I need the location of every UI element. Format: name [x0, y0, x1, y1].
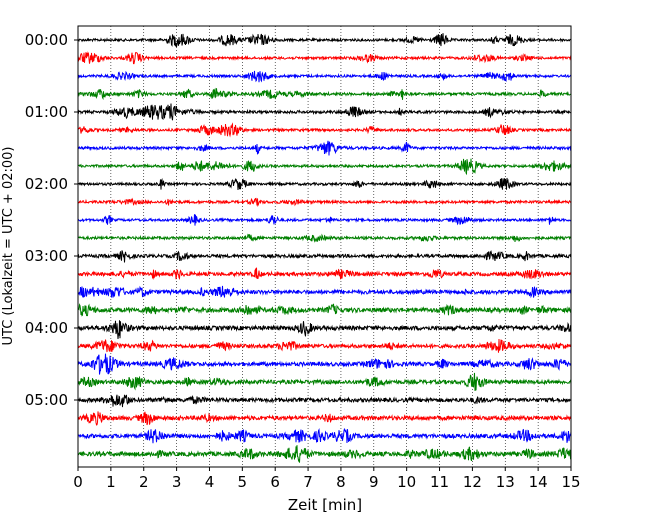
- seismic-trace-14: [77, 267, 572, 280]
- seismic-trace-3: [77, 70, 572, 83]
- seismic-traces: [77, 33, 572, 463]
- y-tick-label: 01:00: [25, 103, 68, 121]
- seismic-trace-18: [77, 339, 572, 353]
- x-tick-label: 11: [430, 473, 449, 491]
- y-tick-label: 04:00: [25, 319, 68, 337]
- x-tick-label: 1: [106, 473, 116, 491]
- x-tick-label: 0: [73, 473, 83, 491]
- seismic-trace-23: [77, 428, 572, 444]
- x-tick-label: 8: [336, 473, 346, 491]
- x-tick-label: 13: [496, 473, 515, 491]
- seismic-trace-8: [77, 158, 572, 176]
- x-tick-label: 3: [172, 473, 182, 491]
- seismic-trace-4: [77, 87, 572, 101]
- x-axis-label: Zeit [min]: [288, 496, 362, 514]
- x-tick-label: 4: [205, 473, 215, 491]
- seismic-trace-13: [77, 250, 572, 263]
- seismic-trace-6: [77, 122, 572, 138]
- seismic-trace-16: [77, 303, 572, 317]
- x-axis-ticks: 0 1 2 3 4 5 6 7 8 9 10 11 12 13 14 15: [73, 467, 581, 491]
- seismic-trace-22: [77, 411, 572, 426]
- x-tick-label: 6: [270, 473, 280, 491]
- x-tick-label: 2: [139, 473, 149, 491]
- seismic-trace-5: [77, 103, 572, 121]
- x-tick-label: 7: [303, 473, 313, 491]
- seismic-trace-1: [77, 33, 572, 48]
- y-axis-ticks: 00:00 01:00 02:00 03:00 04:00 05:00: [25, 31, 78, 409]
- y-tick-label: 03:00: [25, 247, 68, 265]
- y-axis-label: UTC (Lokalzeit = UTC + 02:00): [1, 147, 16, 346]
- seismic-trace-15: [77, 285, 572, 299]
- seismic-trace-24: [77, 445, 572, 463]
- seismic-trace-9: [77, 177, 572, 191]
- x-tick-label: 14: [529, 473, 548, 491]
- y-tick-label: 00:00: [25, 31, 68, 49]
- seismic-trace-11: [77, 214, 572, 226]
- y-tick-label: 02:00: [25, 175, 68, 193]
- seismic-trace-12: [77, 233, 572, 243]
- seismic-trace-10: [77, 197, 572, 208]
- seismic-trace-19: [77, 353, 572, 375]
- x-tick-label: 15: [561, 473, 580, 491]
- x-tick-label: 9: [369, 473, 379, 491]
- seismic-trace-21: [77, 394, 572, 408]
- seismic-trace-7: [77, 140, 572, 156]
- plot-frame: [77, 25, 572, 468]
- y-tick-label: 05:00: [25, 391, 68, 409]
- x-tick-label: 5: [238, 473, 248, 491]
- seismic-trace-17: [77, 320, 572, 340]
- seismic-trace-20: [77, 372, 572, 391]
- x-tick-label: 10: [397, 473, 416, 491]
- seismic-trace-2: [77, 51, 572, 65]
- x-tick-label: 12: [463, 473, 482, 491]
